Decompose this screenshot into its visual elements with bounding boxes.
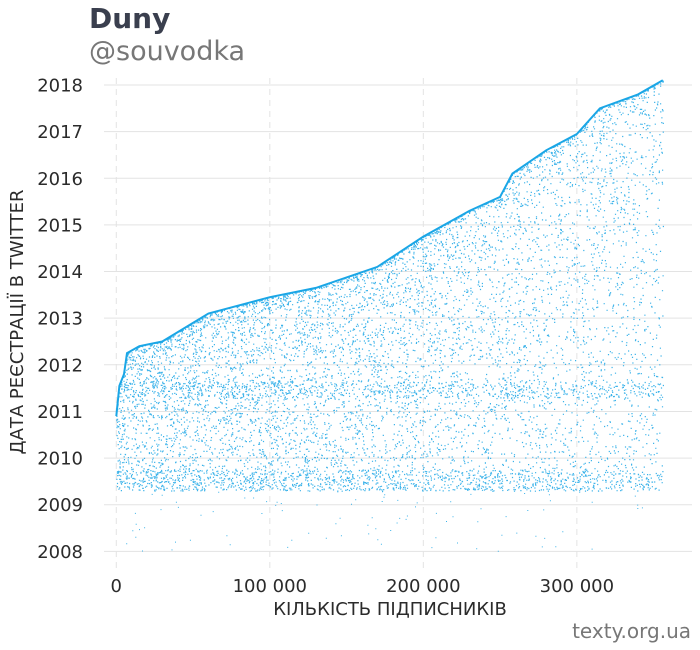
y-tick-label: 2014 bbox=[37, 262, 83, 283]
axis-ticks: 2008 2009 2010 2011 2012 2013 2014 2015 2016 2017… bbox=[37, 75, 614, 597]
newest-follower-edge bbox=[115, 79, 664, 417]
y-tick-label: 2016 bbox=[37, 169, 83, 190]
chart-title: Duny bbox=[89, 2, 171, 35]
y-tick-label: 2015 bbox=[37, 215, 83, 236]
y-tick-label: 2010 bbox=[37, 449, 83, 470]
y-tick-label: 2011 bbox=[37, 402, 83, 423]
x-tick-label: 0 bbox=[111, 576, 122, 597]
data-points bbox=[115, 79, 665, 552]
y-axis-label: ДАТА РЕЄСТРАЦІЇ В TWITTER bbox=[7, 190, 28, 455]
follower-points bbox=[116, 80, 665, 552]
x-tick-label: 100 000 bbox=[233, 576, 307, 597]
y-tick-label: 2017 bbox=[37, 122, 83, 143]
y-tick-label: 2008 bbox=[37, 542, 83, 563]
x-tick-label: 300 000 bbox=[540, 576, 614, 597]
source-credit: texty.org.ua bbox=[572, 619, 691, 643]
y-tick-label: 2012 bbox=[37, 355, 83, 376]
x-tick-label: 200 000 bbox=[386, 576, 460, 597]
y-tick-label: 2013 bbox=[37, 309, 83, 330]
chart-subtitle: @souvodka bbox=[89, 36, 246, 67]
y-tick-label: 2009 bbox=[37, 495, 83, 516]
x-axis-label: КІЛЬКІСТЬ ПІДПИСНИКІВ bbox=[273, 599, 507, 620]
y-tick-label: 2018 bbox=[37, 75, 83, 96]
